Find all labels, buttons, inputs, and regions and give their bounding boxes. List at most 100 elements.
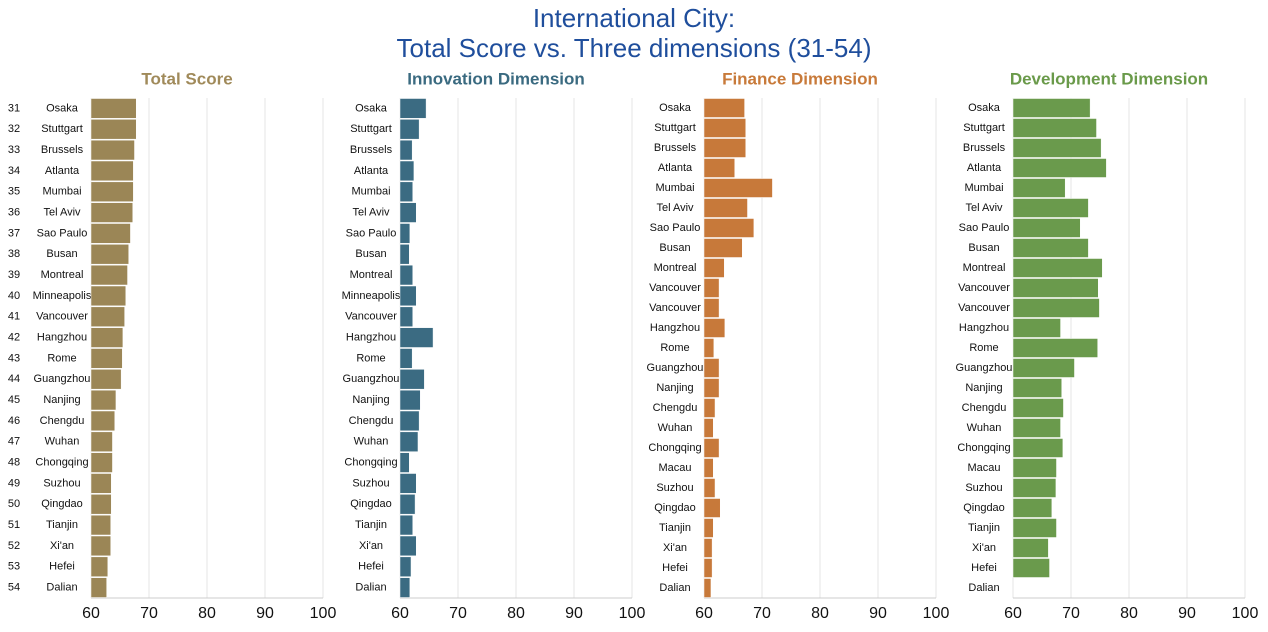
bar — [90, 223, 131, 244]
y-tick-label: Tel Aviv — [43, 206, 81, 218]
y-tick-label: Stuttgart — [350, 123, 392, 135]
y-tick-label: Sao Paulo — [650, 222, 701, 234]
bar — [1012, 538, 1049, 558]
panel-title: Development Dimension — [1010, 69, 1208, 88]
rank-label: 40 — [8, 290, 20, 302]
bar — [90, 139, 135, 161]
rank-label: 33 — [8, 144, 20, 156]
rank-label: 44 — [8, 373, 20, 385]
rank-label: 41 — [8, 311, 20, 323]
bar — [90, 494, 112, 515]
y-tick-label: Tianjin — [659, 522, 691, 534]
y-tick-label: Dalian — [355, 581, 386, 593]
bar — [1012, 118, 1097, 138]
y-tick-label: Montreal — [41, 269, 84, 281]
bar — [399, 556, 412, 577]
bar — [703, 138, 747, 158]
y-tick-label: Chongqing — [648, 442, 701, 454]
bar — [703, 578, 712, 598]
y-tick-label: Rome — [660, 342, 689, 354]
bar — [90, 514, 111, 536]
bar — [90, 119, 137, 140]
y-tick-label: Macau — [658, 462, 691, 474]
x-tick-label: 60 — [391, 605, 409, 622]
y-tick-label: Tel Aviv — [965, 202, 1003, 214]
bar — [90, 348, 123, 369]
y-tick-label: Atlanta — [967, 162, 1002, 174]
y-tick-label: Tianjin — [968, 522, 1000, 534]
y-tick-label: Suzhou — [965, 482, 1002, 494]
y-tick-label: Atlanta — [45, 165, 80, 177]
y-tick-label: Guangzhou — [647, 362, 704, 374]
bar — [1012, 518, 1057, 538]
rank-label: 46 — [8, 415, 20, 427]
y-tick-label: Rome — [356, 352, 385, 364]
x-tick-label: 100 — [619, 605, 646, 622]
rank-label: 34 — [8, 165, 20, 177]
bar — [90, 160, 134, 182]
y-tick-label: Osaka — [46, 102, 79, 114]
bar — [703, 218, 755, 238]
y-tick-label: Hangzhou — [650, 322, 700, 334]
y-tick-label: Brussels — [350, 144, 393, 156]
bar — [1012, 478, 1057, 498]
y-tick-label: Dalian — [968, 582, 999, 594]
bar — [1012, 358, 1075, 378]
rank-label: 31 — [8, 102, 20, 114]
bar — [399, 223, 411, 244]
x-tick-label: 100 — [310, 605, 337, 622]
bar — [399, 98, 427, 119]
bar — [1012, 98, 1091, 118]
bar — [399, 264, 414, 286]
bar — [1012, 438, 1064, 458]
y-tick-label: Suzhou — [352, 477, 389, 489]
y-tick-label: Brussels — [654, 142, 697, 154]
bar — [90, 535, 111, 557]
rank-label: 49 — [8, 477, 20, 489]
bar — [1012, 498, 1053, 518]
y-tick-label: Hangzhou — [959, 322, 1009, 334]
y-tick-label: Wuhan — [45, 436, 80, 448]
y-tick-label: Busan — [46, 248, 77, 260]
y-tick-label: Qingdao — [350, 498, 392, 510]
x-tick-label: 90 — [869, 605, 887, 622]
rank-label: 53 — [8, 561, 20, 573]
rank-label: 54 — [8, 581, 20, 593]
y-tick-label: Vancouver — [649, 302, 701, 314]
bar — [703, 378, 720, 398]
y-tick-label: Osaka — [659, 102, 692, 114]
y-tick-label: Rome — [969, 342, 998, 354]
bar — [703, 438, 720, 458]
bar — [703, 558, 713, 578]
y-tick-label: Qingdao — [963, 502, 1005, 514]
y-tick-label: Tianjin — [46, 519, 78, 531]
y-tick-label: Brussels — [963, 142, 1006, 154]
bar — [1012, 238, 1089, 258]
y-tick-label: Mumbai — [655, 182, 694, 194]
y-tick-label: Wuhan — [967, 422, 1002, 434]
y-tick-label: Dalian — [659, 582, 690, 594]
bar — [1012, 278, 1099, 298]
bar — [399, 306, 414, 327]
bar — [1012, 218, 1081, 238]
bar — [1012, 178, 1066, 198]
y-tick-label: Vancouver — [958, 302, 1010, 314]
y-tick-label: Chengdu — [349, 415, 394, 427]
x-tick-label: 100 — [1232, 605, 1259, 622]
y-tick-label: Brussels — [41, 144, 84, 156]
bar — [703, 238, 743, 258]
bar — [703, 478, 716, 498]
y-tick-label: Chengdu — [962, 402, 1007, 414]
bar — [1012, 338, 1098, 358]
y-tick-label: Nanjing — [965, 382, 1002, 394]
x-tick-label: 80 — [198, 605, 216, 622]
y-tick-label: Chongqing — [35, 456, 88, 468]
y-tick-label: Rome — [47, 352, 76, 364]
bar — [703, 338, 715, 358]
y-tick-label: Hefei — [358, 561, 384, 573]
bar — [90, 181, 134, 202]
y-tick-label: Stuttgart — [963, 122, 1005, 134]
rank-label: 36 — [8, 206, 20, 218]
bar — [90, 327, 124, 348]
chart-title: Total Score vs. Three dimensions (31-54) — [397, 33, 872, 63]
